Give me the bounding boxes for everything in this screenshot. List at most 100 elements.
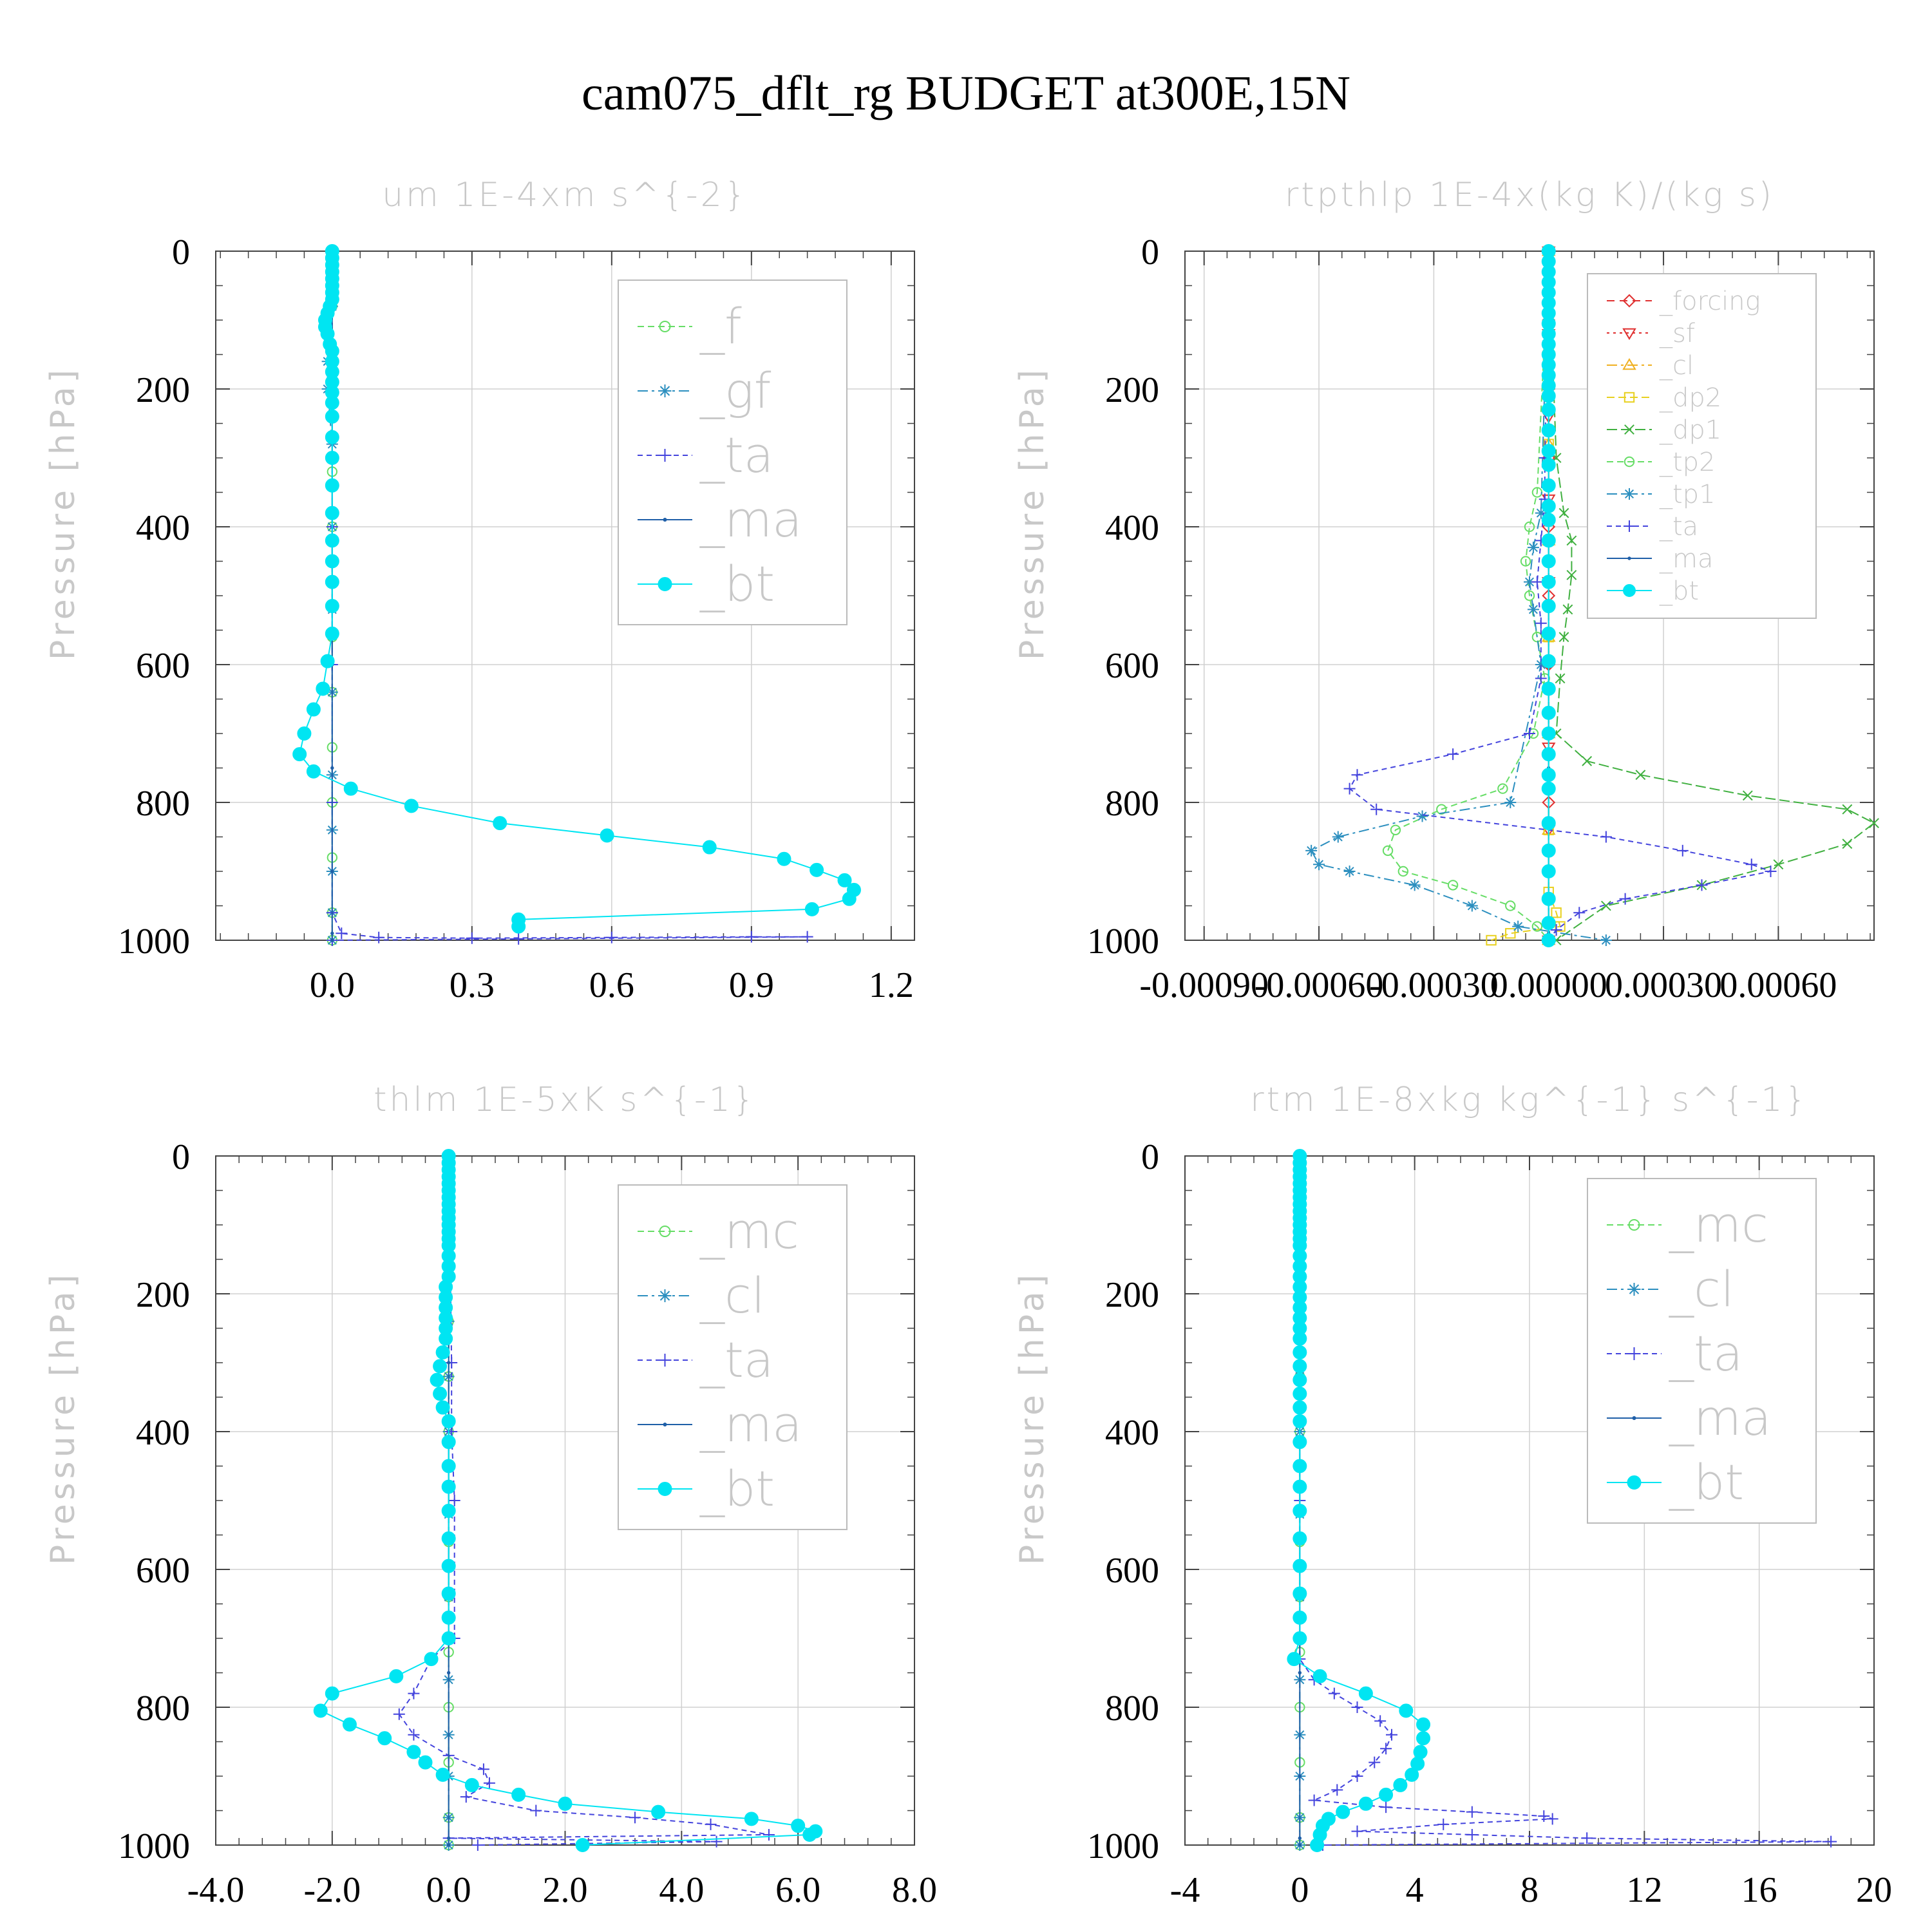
data-point-bt bbox=[325, 574, 339, 589]
data-point-bt bbox=[441, 1531, 456, 1546]
data-point-ta bbox=[1676, 844, 1689, 857]
data-point-tp1 bbox=[1313, 858, 1325, 871]
x-tick-label: 8.0 bbox=[892, 1870, 937, 1910]
data-point-bt bbox=[325, 1686, 339, 1701]
data-point-bt bbox=[377, 1731, 392, 1746]
data-point-ta bbox=[513, 933, 525, 945]
data-point-ta bbox=[1386, 1728, 1397, 1741]
data-point-bt bbox=[1541, 457, 1556, 472]
x-tick-label: 0.0 bbox=[426, 1870, 471, 1910]
data-point-ta bbox=[1328, 1687, 1340, 1700]
x-tick-label: 16 bbox=[1741, 1870, 1777, 1910]
x-tick-label: 12 bbox=[1626, 1870, 1662, 1910]
data-point-tp1 bbox=[1305, 844, 1318, 857]
legend-label: _ta bbox=[699, 1331, 773, 1388]
data-point-ta bbox=[710, 1835, 723, 1848]
data-point-ta bbox=[1600, 831, 1612, 843]
data-point-ta bbox=[1308, 1794, 1320, 1806]
data-point-bt bbox=[306, 764, 321, 779]
legend-label: _ta bbox=[699, 426, 773, 484]
data-point-bt bbox=[292, 747, 307, 762]
data-point-ma bbox=[1298, 1774, 1302, 1778]
y-tick-label: 600 bbox=[136, 646, 190, 686]
x-tick-label: -0.00090 bbox=[1139, 965, 1269, 1005]
data-point-bt bbox=[1293, 1345, 1307, 1359]
legend-marker-ta bbox=[1624, 520, 1635, 532]
data-point-bt bbox=[1293, 1459, 1307, 1473]
y-tick-label: 400 bbox=[136, 508, 190, 548]
data-point-tp1 bbox=[1535, 659, 1547, 670]
x-tick-label: 20 bbox=[1856, 1870, 1892, 1910]
data-point-ta bbox=[1331, 1784, 1343, 1796]
legend-label: _mc bbox=[1669, 1196, 1768, 1253]
x-tick-label: 0 bbox=[1291, 1870, 1309, 1910]
data-point-bt bbox=[777, 851, 791, 866]
panel-title: um 1E-4xm s^{-2} bbox=[382, 176, 748, 214]
data-point-bt bbox=[1541, 726, 1556, 741]
data-point-bt bbox=[1541, 933, 1556, 947]
legend-marker-dp2 bbox=[1624, 392, 1635, 403]
data-point-bt bbox=[325, 395, 339, 410]
y-tick-label: 800 bbox=[1105, 784, 1159, 824]
data-point-tp1 bbox=[1512, 920, 1524, 933]
data-point-ma bbox=[1298, 1671, 1302, 1675]
legend-marker-ma bbox=[1632, 1416, 1636, 1420]
data-point-ta bbox=[1546, 1813, 1558, 1825]
x-tick-label: 4.0 bbox=[659, 1870, 704, 1910]
data-point-ta bbox=[1351, 1770, 1363, 1782]
panel-1: um 1E-4xm s^{-2} Pressure [hPa] 0.0 0.3 0.6 0… bbox=[44, 176, 915, 1005]
data-point-bt bbox=[1541, 388, 1556, 403]
legend-label: _ma bbox=[1659, 544, 1713, 574]
legend-marker-forcing bbox=[1622, 294, 1636, 308]
data-point-bt bbox=[1541, 747, 1556, 762]
series-line-tp2 bbox=[1387, 251, 1549, 941]
y-tick-label: 1000 bbox=[1087, 922, 1159, 961]
legend-label: _mc bbox=[699, 1202, 799, 1260]
data-point-ta bbox=[1538, 1810, 1550, 1823]
legend-label: _ma bbox=[699, 491, 802, 548]
data-point-bt bbox=[1293, 1331, 1307, 1346]
data-point-ta bbox=[1380, 1743, 1392, 1755]
data-point-dp1 bbox=[1635, 770, 1646, 781]
y-tick-label: 600 bbox=[1105, 646, 1159, 686]
panel-3: thlm 1E-5xK s^{-1} Pressure [hPa] -4.0 -2.0… bbox=[44, 1081, 937, 1910]
data-point-bt bbox=[325, 626, 339, 641]
data-point-dp2 bbox=[1551, 907, 1562, 918]
data-point-bt bbox=[441, 1459, 456, 1473]
legend-marker-ta bbox=[658, 449, 672, 462]
legend-label: _dp1 bbox=[1659, 415, 1721, 445]
data-point-tp1 bbox=[1504, 797, 1517, 808]
x-tick-label: -4.0 bbox=[187, 1870, 245, 1910]
data-point-ta bbox=[530, 1804, 542, 1817]
data-point-ta bbox=[460, 1791, 472, 1803]
data-point-bt bbox=[1541, 402, 1556, 417]
data-point-bt bbox=[325, 533, 339, 548]
legend-marker-cl bbox=[658, 1289, 672, 1302]
data-point-bt bbox=[802, 1827, 817, 1842]
series-group bbox=[313, 1149, 823, 1852]
data-point-dp1 bbox=[1773, 859, 1784, 870]
data-point-bt bbox=[1336, 1804, 1350, 1819]
panel-title: rtpthlp 1E-4x(kg K)/(kg s) bbox=[1285, 176, 1774, 214]
data-point-ma bbox=[446, 1836, 451, 1840]
data-point-bt bbox=[1293, 1387, 1307, 1401]
data-point-bt bbox=[433, 1359, 448, 1374]
y-tick-label: 400 bbox=[1105, 1413, 1159, 1453]
data-point-dp1 bbox=[1600, 900, 1611, 911]
data-point-bt bbox=[435, 1400, 450, 1415]
legend-marker-ta bbox=[658, 1354, 672, 1367]
data-point-ta bbox=[336, 927, 348, 940]
data-point-bt bbox=[791, 1819, 806, 1833]
legend-marker-bt bbox=[1623, 584, 1636, 597]
data-point-bt bbox=[1541, 574, 1556, 589]
legend-marker-ma bbox=[663, 518, 667, 522]
data-point-bt bbox=[1541, 781, 1556, 796]
legend-label: _cl bbox=[699, 1267, 765, 1324]
data-point-ta bbox=[1370, 803, 1383, 815]
data-point-bt bbox=[325, 409, 339, 424]
data-point-bt bbox=[1293, 1372, 1307, 1387]
legend-label: _gf bbox=[699, 362, 772, 419]
data-point-bt bbox=[433, 1387, 448, 1401]
data-point-tp1 bbox=[1527, 542, 1539, 554]
series-line-ta bbox=[398, 1155, 770, 1846]
